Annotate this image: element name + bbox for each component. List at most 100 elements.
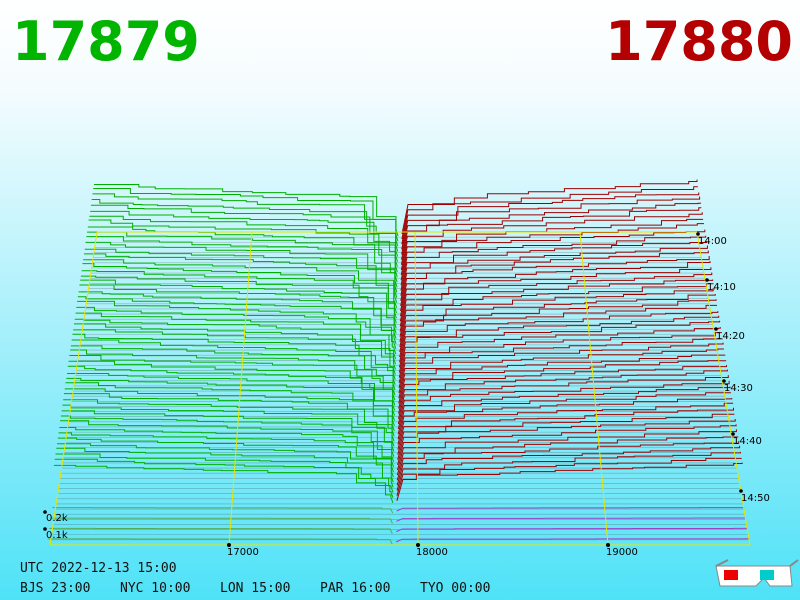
ask-curve — [396, 445, 741, 486]
price-label: 17000 — [227, 547, 259, 558]
bid-curve — [60, 415, 395, 457]
price-grid — [414, 231, 419, 546]
ask-curve — [397, 375, 729, 419]
depth-tick — [43, 527, 47, 531]
time-label: 14:30 — [724, 383, 753, 394]
ask-curve — [401, 207, 702, 260]
bid-curve — [77, 296, 397, 344]
ask-curve — [400, 245, 708, 296]
bid-curve — [74, 318, 397, 365]
time-label: 14:00 — [698, 236, 727, 247]
bid-curve — [53, 464, 394, 503]
ask-curve — [398, 365, 728, 409]
bid-curve — [63, 399, 395, 442]
bid-curve — [76, 306, 397, 355]
bid-curve — [90, 204, 399, 257]
ask-curve — [400, 241, 708, 291]
bid-curve — [50, 517, 393, 524]
ask-curve — [399, 267, 712, 317]
bid-curve — [85, 241, 398, 293]
ask-curve — [397, 397, 733, 440]
time-tick — [722, 379, 726, 383]
ask-curve — [396, 517, 747, 522]
ask-curve — [397, 392, 731, 435]
bid-curve — [75, 312, 397, 360]
ask-curve — [396, 436, 739, 476]
bid-curve — [72, 333, 396, 380]
price-label: 18000 — [416, 547, 448, 558]
bid-curve — [60, 420, 395, 462]
bid-curve — [67, 372, 396, 416]
ask-curve — [398, 369, 728, 414]
price-tick — [606, 543, 610, 547]
ask-curve — [397, 402, 734, 445]
ask-curve — [400, 250, 709, 301]
zone-time: TYO 00:00 — [420, 581, 490, 596]
ask-curve — [398, 338, 723, 383]
bid-curve — [77, 300, 397, 350]
price-grid — [579, 231, 609, 546]
ask-curve — [396, 507, 745, 512]
bid-curve — [94, 183, 399, 237]
ask-curve — [398, 327, 721, 373]
ask-curve — [397, 419, 736, 460]
bid-curve — [71, 339, 396, 385]
price-tick — [416, 543, 420, 547]
ask-curve — [397, 386, 731, 430]
ask-curve — [400, 261, 711, 312]
bid-curve — [62, 404, 395, 447]
time-tick — [705, 278, 709, 282]
time-label: 14:50 — [741, 493, 770, 504]
bid-curve — [90, 210, 398, 262]
ask-curve — [399, 299, 717, 347]
ask-curve — [397, 413, 735, 455]
bid-curve — [82, 263, 398, 314]
zone-time: BJS 23:00 — [20, 581, 90, 596]
time-label: 14:20 — [716, 331, 745, 342]
ask-curve — [398, 320, 721, 368]
price-tick — [227, 543, 231, 547]
plot: 17000 18000 19000 0.2k 0.1k 14:00 14:10 14:20 14… — [43, 179, 770, 558]
time-tick — [739, 489, 743, 493]
bid-curve — [69, 355, 396, 401]
ask-curve — [396, 457, 742, 496]
glasses-icon — [715, 559, 799, 587]
bid-curve — [68, 360, 396, 406]
bid-curve — [61, 410, 395, 452]
bid-curve — [80, 275, 397, 324]
bid-curve — [89, 215, 398, 267]
bid-curve — [83, 253, 398, 303]
ask-curve — [396, 527, 748, 533]
bid-curve — [84, 248, 398, 298]
bid-curve — [70, 345, 396, 391]
bid-curve — [47, 538, 393, 545]
bid-curve — [87, 231, 398, 283]
bid-curve — [83, 259, 398, 308]
ask-curve — [401, 186, 698, 240]
bid-price: 17879 — [12, 10, 200, 73]
ask-curve — [397, 380, 730, 424]
bid-curve — [56, 447, 394, 488]
ask-curve — [401, 179, 698, 235]
time-tick — [714, 327, 718, 331]
time-tick — [731, 432, 735, 436]
ask-price: 17880 — [605, 10, 793, 73]
price-grid — [228, 231, 253, 546]
ask-curve — [397, 407, 734, 450]
ask-curve — [401, 196, 701, 250]
ask-curve — [399, 272, 713, 322]
bid-curve — [78, 291, 397, 339]
frame-edge — [49, 231, 98, 546]
zone-time: LON 15:00 — [220, 581, 290, 596]
ask-curve — [401, 192, 700, 245]
ask-curve — [396, 440, 740, 481]
utc-time: UTC 2022-12-13 15:00 — [20, 561, 177, 576]
ask-curve — [398, 360, 727, 404]
ask-curve — [400, 223, 704, 276]
bid-curve — [79, 284, 397, 334]
ask-curve — [400, 229, 706, 281]
bid-curve — [80, 279, 397, 329]
